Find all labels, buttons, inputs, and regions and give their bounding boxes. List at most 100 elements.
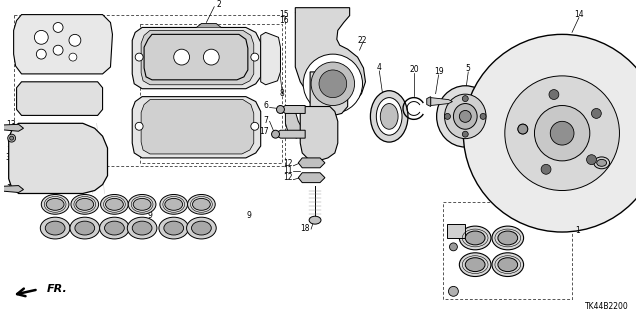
- Text: Ø: Ø: [54, 93, 62, 104]
- Ellipse shape: [276, 106, 284, 114]
- Text: 9: 9: [148, 211, 152, 220]
- Ellipse shape: [596, 160, 607, 166]
- Circle shape: [518, 124, 528, 134]
- Ellipse shape: [159, 217, 189, 239]
- Text: 9: 9: [246, 211, 252, 220]
- Circle shape: [591, 108, 602, 118]
- Text: 18: 18: [301, 224, 310, 233]
- Circle shape: [36, 49, 46, 59]
- Ellipse shape: [188, 195, 215, 214]
- Text: B-21: B-21: [593, 138, 612, 148]
- Circle shape: [445, 114, 451, 119]
- Ellipse shape: [71, 195, 99, 214]
- Ellipse shape: [191, 221, 211, 235]
- Circle shape: [518, 124, 528, 134]
- Polygon shape: [280, 106, 305, 114]
- Text: 21: 21: [567, 178, 577, 187]
- Ellipse shape: [100, 217, 129, 239]
- Ellipse shape: [100, 195, 128, 214]
- Circle shape: [10, 136, 13, 140]
- Polygon shape: [141, 100, 254, 154]
- Text: 12: 12: [283, 159, 292, 168]
- Ellipse shape: [42, 195, 69, 214]
- Polygon shape: [141, 30, 254, 85]
- Ellipse shape: [128, 195, 156, 214]
- Circle shape: [53, 23, 63, 33]
- Ellipse shape: [445, 94, 486, 139]
- Circle shape: [69, 34, 81, 46]
- Circle shape: [69, 53, 77, 61]
- Circle shape: [303, 54, 362, 114]
- Text: TK44B2200: TK44B2200: [585, 302, 628, 311]
- Text: 20: 20: [409, 65, 419, 74]
- Ellipse shape: [193, 198, 211, 210]
- Text: 10: 10: [6, 140, 15, 149]
- Ellipse shape: [498, 231, 518, 245]
- Bar: [447, 224, 465, 238]
- Ellipse shape: [492, 226, 524, 250]
- Ellipse shape: [127, 217, 157, 239]
- Circle shape: [319, 70, 347, 98]
- Ellipse shape: [40, 217, 70, 239]
- Circle shape: [251, 53, 259, 61]
- Text: 3: 3: [6, 153, 11, 162]
- Polygon shape: [431, 98, 452, 106]
- Text: 2: 2: [217, 0, 221, 9]
- Polygon shape: [132, 97, 260, 158]
- Text: 4: 4: [377, 63, 381, 72]
- Circle shape: [173, 49, 189, 65]
- Polygon shape: [17, 82, 102, 115]
- Text: FR.: FR.: [47, 284, 68, 294]
- Ellipse shape: [160, 195, 188, 214]
- Ellipse shape: [460, 253, 491, 277]
- Circle shape: [550, 121, 574, 145]
- Ellipse shape: [492, 253, 524, 277]
- Circle shape: [204, 49, 219, 65]
- Ellipse shape: [75, 221, 95, 235]
- Circle shape: [449, 286, 458, 296]
- Ellipse shape: [104, 221, 124, 235]
- Polygon shape: [310, 72, 348, 116]
- Circle shape: [549, 90, 559, 100]
- Circle shape: [135, 53, 143, 61]
- Ellipse shape: [460, 226, 491, 250]
- Polygon shape: [298, 173, 325, 182]
- Ellipse shape: [594, 157, 609, 169]
- Ellipse shape: [164, 221, 184, 235]
- Circle shape: [463, 34, 640, 232]
- Ellipse shape: [165, 198, 182, 210]
- Polygon shape: [0, 186, 24, 192]
- Circle shape: [534, 106, 590, 161]
- Ellipse shape: [453, 104, 477, 129]
- Polygon shape: [300, 107, 338, 161]
- Circle shape: [311, 62, 355, 106]
- Ellipse shape: [465, 231, 485, 245]
- Text: 5: 5: [466, 64, 470, 73]
- Circle shape: [251, 122, 259, 130]
- Circle shape: [35, 30, 48, 44]
- Ellipse shape: [271, 130, 280, 138]
- Ellipse shape: [132, 221, 152, 235]
- Circle shape: [480, 114, 486, 119]
- Polygon shape: [260, 33, 280, 85]
- Ellipse shape: [376, 98, 402, 135]
- Text: 13: 13: [6, 120, 15, 129]
- Circle shape: [135, 122, 143, 130]
- Polygon shape: [276, 130, 305, 138]
- Circle shape: [505, 76, 620, 190]
- Circle shape: [541, 164, 551, 174]
- Ellipse shape: [309, 216, 321, 224]
- Ellipse shape: [76, 198, 93, 210]
- Ellipse shape: [380, 104, 398, 129]
- Text: 15: 15: [279, 10, 289, 19]
- Ellipse shape: [46, 198, 64, 210]
- Circle shape: [462, 131, 468, 137]
- Polygon shape: [298, 158, 325, 168]
- Ellipse shape: [460, 110, 471, 122]
- Text: 12: 12: [283, 173, 292, 182]
- Polygon shape: [13, 15, 113, 74]
- Polygon shape: [285, 111, 305, 138]
- Ellipse shape: [45, 221, 65, 235]
- Circle shape: [462, 96, 468, 101]
- Polygon shape: [196, 24, 221, 27]
